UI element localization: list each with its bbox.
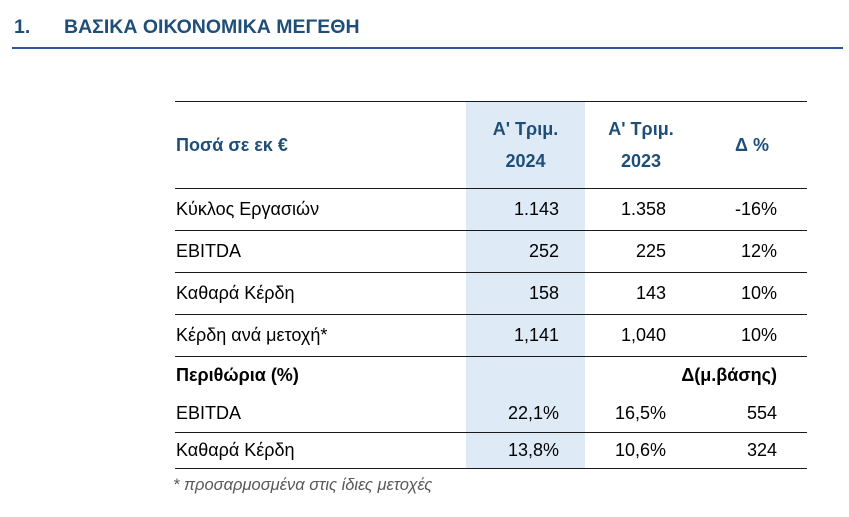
table-row: EBITDA 22,1% 16,5% 554 [175, 394, 807, 433]
table-row: Κέρδη ανά μετοχή* 1,141 1,040 10% [175, 315, 807, 357]
column-header-2024-line2: 2024 [505, 150, 546, 171]
row-label: Καθαρά Κέρδη [176, 440, 295, 461]
table-row: Κύκλος Εργασιών 1.143 1.358 -16% [175, 189, 807, 231]
column-header-2024: Α' Τριμ. 2024 [466, 102, 585, 188]
value-delta: -16% [734, 199, 777, 220]
column-header-2024-line1: Α' Τριμ. [492, 118, 559, 139]
page-title: 1. ΒΑΣΙΚΑ ΟΙΚΟΝΟΜΙΚΑ ΜΕΓΕΘΗ [14, 16, 839, 39]
value-2023: 225 [635, 241, 666, 262]
table-row: Καθαρά Κέρδη 13,8% 10,6% 324 [175, 433, 807, 469]
row-label: Καθαρά Κέρδη [176, 283, 295, 304]
value-delta: 10% [740, 325, 777, 346]
column-header-2023-line2: 2023 [620, 150, 662, 171]
row-label: Κύκλος Εργασιών [176, 199, 320, 220]
column-header-delta: Δ % [735, 134, 769, 155]
units-header: Ποσά σε εκ € [176, 134, 288, 155]
value-2023: 143 [635, 283, 666, 304]
row-label: EBITDA [176, 241, 242, 262]
value-2023 [585, 357, 697, 394]
value-2024: 13,8% [466, 433, 585, 468]
row-label: EBITDA [176, 402, 242, 423]
table-row: EBITDA 252 225 12% [175, 231, 807, 273]
section-number: 1. [14, 16, 31, 38]
column-header-2023-line1: Α' Τριμ. [608, 118, 674, 139]
value-delta: 554 [746, 402, 777, 423]
value-2024: 1.143 [466, 189, 585, 230]
table-header-row: Ποσά σε εκ € Α' Τριμ. 2024 Α' Τριμ. 2023… [175, 101, 807, 189]
value-delta: 12% [740, 241, 777, 262]
value-delta: Δ(μ.βάσης) [681, 365, 777, 386]
column-header-2023: Α' Τριμ. 2023 [585, 102, 697, 188]
row-label: Κέρδη ανά μετοχή* [176, 325, 328, 346]
section-title: ΒΑΣΙΚΑ ΟΙΚΟΝΟΜΙΚΑ ΜΕΓΕΘΗ [64, 16, 360, 38]
row-label: Περιθώρια (%) [176, 365, 299, 386]
value-delta: 324 [746, 440, 777, 461]
value-2024: 252 [466, 231, 585, 272]
value-delta: 10% [740, 283, 777, 304]
title-underline [12, 47, 843, 49]
financial-table: Ποσά σε εκ € Α' Τριμ. 2024 Α' Τριμ. 2023… [175, 101, 807, 469]
table-section-row: Περιθώρια (%) Δ(μ.βάσης) [175, 357, 807, 394]
value-2024: 1,141 [466, 315, 585, 356]
value-2023: 1,040 [620, 325, 666, 346]
value-2024: 22,1% [466, 394, 585, 432]
footnote: * προσαρμοσμένα στις ίδιες μετοχές [173, 476, 433, 494]
value-2023: 10,6% [614, 440, 666, 461]
value-2024: 158 [466, 273, 585, 314]
table-row: Καθαρά Κέρδη 158 143 10% [175, 273, 807, 315]
value-2023: 16,5% [614, 402, 666, 423]
value-2024 [466, 357, 585, 394]
value-2023: 1.358 [620, 199, 666, 220]
